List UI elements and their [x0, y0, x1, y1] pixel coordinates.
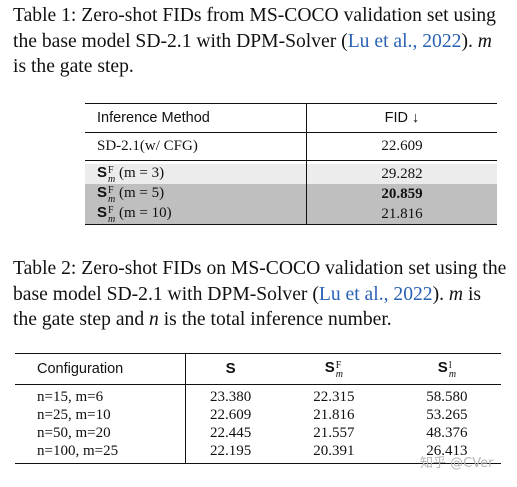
- caption2-text-2: ).: [432, 283, 449, 305]
- baseline-method: SD-2.1(w/ CFG): [97, 138, 198, 154]
- sup: F: [108, 165, 114, 176]
- s-value: 22.609: [210, 406, 252, 423]
- sup: F: [108, 185, 114, 196]
- header-configuration: Configuration: [15, 353, 187, 385]
- caption1-var-m: m: [477, 30, 492, 52]
- config-cell: n=50, m=20: [15, 424, 187, 442]
- symbol-s: S: [97, 204, 108, 221]
- watermark: 知乎 @CVer: [420, 456, 494, 471]
- header-fid: FID ↓: [306, 103, 497, 133]
- symbol-s: S: [97, 184, 108, 201]
- config-cell: n=25, m=10: [15, 406, 187, 424]
- sup: F: [335, 360, 342, 371]
- caption2-var-n: n: [149, 309, 159, 330]
- condition: (m = 5): [119, 185, 165, 201]
- fid-value: 29.282: [306, 164, 497, 184]
- caption2-text: Table 2: Zero-shot FIDs on MS-COCO valid…: [13, 258, 507, 305]
- caption1-text: Table 1: Zero-shot FIDs from MS-COCO val…: [13, 5, 496, 52]
- sl-value: 53.265: [426, 406, 468, 423]
- symbol-s: S: [437, 359, 448, 376]
- sub: m: [108, 194, 116, 205]
- sl-value: 26.413: [392, 442, 501, 464]
- caption1-text-2: ).: [461, 30, 478, 52]
- table2-caption: Table 2: Zero-shot FIDs on MS-COCO valid…: [13, 256, 507, 333]
- table2-row: n=100, m=25 22.195 20.391 26.413: [15, 442, 501, 464]
- sl-value: 58.580: [426, 388, 468, 405]
- caption1-text-3: is the gate step.: [13, 56, 134, 77]
- citation-link[interactable]: Lu et al., 2022: [347, 30, 462, 52]
- sub: m: [448, 369, 457, 380]
- sub: m: [108, 174, 116, 185]
- table2-row: n=50, m=20 22.445 21.557 48.376: [15, 424, 501, 442]
- caption2-var-m: m: [448, 283, 464, 305]
- table1-row-baseline: SD-2.1(w/ CFG) 22.609: [85, 132, 497, 161]
- table1-separator: [85, 160, 497, 164]
- baseline-fid: 22.609: [306, 132, 497, 161]
- s-value: 23.380: [210, 388, 252, 405]
- header-s: S: [186, 354, 275, 385]
- config-cell: n=100, m=25: [15, 442, 187, 464]
- sf-value: 21.557: [313, 424, 355, 441]
- sub: m: [108, 214, 116, 225]
- symbol-s: S: [324, 359, 335, 376]
- s-value: 22.195: [185, 442, 275, 464]
- fid-value-best: 20.859: [306, 184, 497, 204]
- table1-caption: Table 1: Zero-shot FIDs from MS-COCO val…: [13, 3, 507, 80]
- sf-value: 20.391: [274, 442, 393, 464]
- s-value: 22.445: [210, 424, 252, 441]
- symbol-s: S: [225, 360, 236, 377]
- config-cell: n=15, m=6: [15, 384, 187, 406]
- caption2-text-4: is the total inference number.: [158, 309, 392, 330]
- caption2-text-3: is the gate step and: [13, 283, 482, 331]
- sf-value: 22.315: [313, 388, 355, 405]
- table1: Inference Method FID ↓ SD-2.1(w/ CFG) 22…: [85, 103, 497, 225]
- table2-row: n=25, m=10 22.609 21.816 53.265: [15, 406, 501, 424]
- condition: (m = 3): [119, 165, 165, 181]
- sup: F: [108, 205, 114, 216]
- sl-value: 48.376: [426, 424, 468, 441]
- fid-value: 21.816: [306, 204, 497, 225]
- sub: m: [335, 369, 344, 380]
- symbol-s: S: [97, 164, 108, 181]
- header-inference-method: Inference Method: [97, 110, 210, 126]
- table1-header-row: Inference Method FID ↓: [85, 103, 497, 133]
- sf-value: 21.816: [313, 406, 355, 423]
- table2-row: n=15, m=6 23.380 22.315 58.580: [15, 384, 501, 406]
- citation-link[interactable]: Lu et al., 2022: [318, 283, 433, 305]
- condition: (m = 10): [119, 205, 172, 221]
- sup: l: [448, 360, 452, 371]
